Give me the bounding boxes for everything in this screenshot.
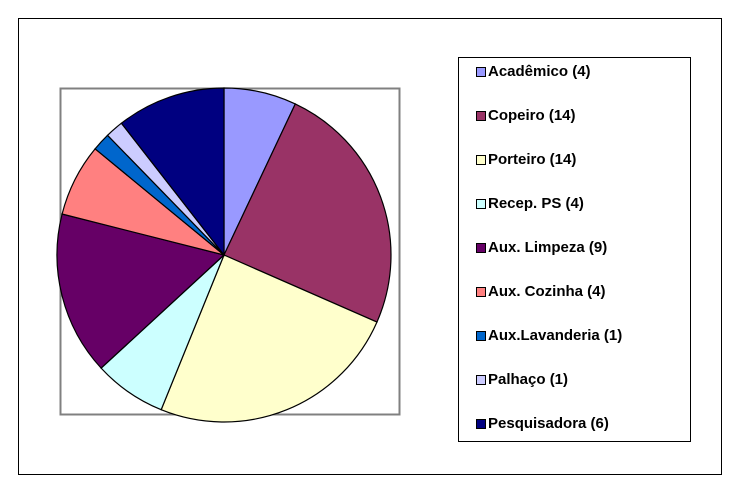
legend-label: Recep. PS (4)	[488, 195, 584, 212]
pie-slice	[223, 103, 392, 323]
legend-swatch	[476, 243, 486, 253]
legend-label: Acadêmico (4)	[488, 63, 591, 80]
legend-box	[458, 57, 691, 442]
legend-label: Aux.Lavanderia (1)	[488, 327, 622, 344]
legend-swatch	[476, 375, 486, 385]
legend-label: Palhaço (1)	[488, 371, 568, 388]
legend-swatch	[476, 331, 486, 341]
legend-swatch	[476, 287, 486, 297]
legend-label: Copeiro (14)	[488, 107, 576, 124]
legend-label: Porteiro (14)	[488, 151, 576, 168]
legend-swatch	[476, 419, 486, 429]
legend-swatch	[476, 155, 486, 165]
legend-label: Pesquisadora (6)	[488, 415, 609, 432]
legend-swatch	[476, 199, 486, 209]
legend-label: Aux. Cozinha (4)	[488, 283, 606, 300]
pie-slice	[120, 87, 225, 257]
legend-swatch	[476, 111, 486, 121]
pie-slice	[56, 213, 226, 369]
pie-slice	[160, 254, 378, 423]
legend-label: Aux. Limpeza (9)	[488, 239, 607, 256]
legend-swatch	[476, 67, 486, 77]
